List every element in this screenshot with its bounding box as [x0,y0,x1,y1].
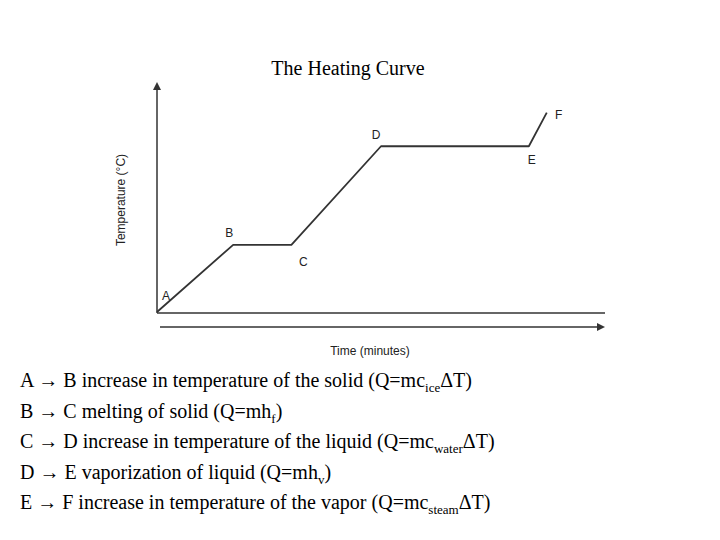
point-label: E [528,153,536,167]
point-label: C [299,255,308,269]
note-subscript: steam [428,502,458,517]
point-label: F [555,108,562,122]
time-arrow [160,326,599,327]
note-text: D → E vaporization of liquid (Q=mh [20,461,318,484]
y-axis-arrow [153,82,161,90]
plot-area [157,113,547,312]
note-line: D → E vaporization of liquid (Q=mhv) [20,461,331,487]
note-subscript: water [434,441,464,456]
note-line: B → C melting of solid (Q=mhf) [20,400,282,426]
note-subscript: ice [425,380,440,395]
point-label: A [162,289,170,303]
point-label: B [225,226,233,240]
note-text: B → C melting of solid (Q=mh [20,400,271,423]
note-text: A → B increase in temperature of the sol… [20,369,425,392]
note-line: C → D increase in temperature of the liq… [20,430,495,456]
title: The Heating Curve [271,57,424,80]
note-text: ΔT) [440,369,472,392]
note-text: C → D increase in temperature of the liq… [20,430,434,453]
heating-curve [157,113,547,312]
note-text: ) [276,400,283,423]
note-text: ) [324,461,331,484]
point-label: D [372,128,381,142]
canvas: The Heating Curve Time (minutes) Temperatu… [0,0,720,540]
x-axis [157,312,605,314]
note-text: E → F increase in temperature of the vap… [20,491,428,514]
y-axis-label: Temperature (°C) [114,154,128,246]
y-axis [156,84,158,313]
note-text: ΔT) [463,430,495,453]
note-line: E → F increase in temperature of the vap… [20,491,490,517]
note-text: ΔT) [459,491,491,514]
time-arrow-head [597,323,605,331]
note-line: A → B increase in temperature of the sol… [20,369,472,395]
x-axis-label: Time (minutes) [330,344,410,358]
